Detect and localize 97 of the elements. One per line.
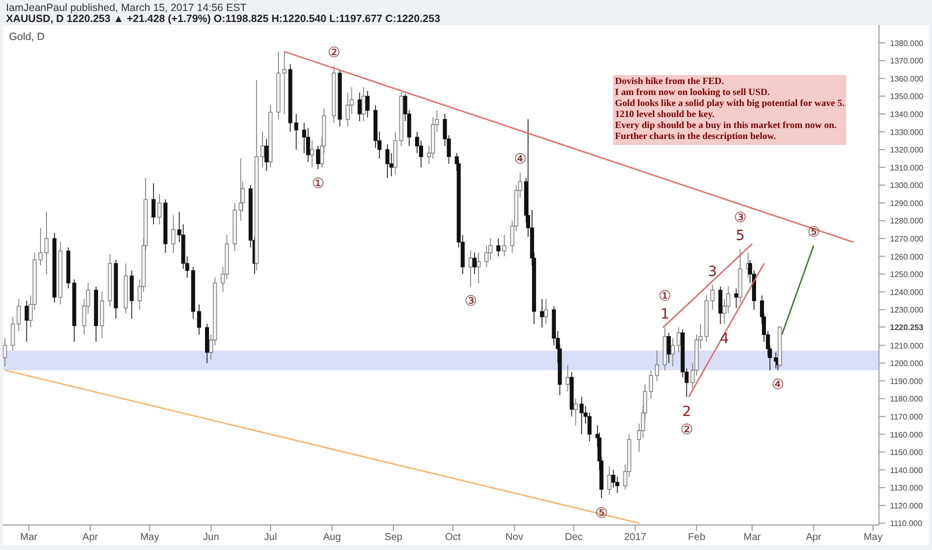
y-tick-label: 1310.000 [890,163,924,172]
annotation: ④ [772,377,784,394]
annotation: 4 [720,330,729,347]
candlestick [385,144,390,178]
y-tick-label: 1260.000 [890,252,924,262]
candlestick [157,194,162,225]
x-tick-label: Feb [688,532,706,544]
y-tick-label: 1320.000 [890,146,924,155]
candlestick [24,300,29,342]
x-tick-label: Nov [505,532,524,544]
y-tick-label: 1250.000 [890,270,924,280]
y-tick-label: 1350.000 [890,92,924,102]
y-tick-label: 1200.000 [890,359,924,368]
candlestick [197,304,202,336]
candlestick [362,86,366,122]
candlestick [718,286,722,324]
annotation: 2 [682,404,692,420]
candlestick [544,298,548,324]
y-tick-label: 1160.000 [890,430,924,440]
annotation: ② [328,44,340,61]
candlestick [580,396,584,435]
y-tick-label: 1150.000 [890,448,924,458]
annotation: ④ [514,152,527,168]
y-tick-label: 1370.000 [890,56,924,66]
x-tick-label: Apr [82,532,99,544]
y-tick-label: 1330.000 [890,128,924,137]
candlestick [496,238,500,257]
y-tick-label: 1140.000 [890,466,924,475]
x-tick-label: May [864,532,883,544]
y-tick-label: 1360.000 [890,74,924,84]
annotation: 1 [660,306,670,322]
annotation: 3 [708,264,717,280]
candlestick [358,92,362,122]
y-tick-label: 1110.000 [890,519,923,528]
candlestick [468,250,473,287]
chart-subtitle: XAUUSD, D 1220.253 ▲ +21.428 (+1.79%) O:1198.825 H:1220.540 L:1197.677 C:1220.253 [6,13,440,25]
candlestick [44,211,49,275]
y-tick-label: 1380.000 [890,38,924,48]
y-tick-label: 1230.000 [890,306,924,315]
x-tick-label: Apr [806,532,822,544]
candlestick [566,364,570,392]
y-tick-label: 1240.000 [890,288,924,297]
candlestick [615,476,620,494]
annotation: ① [658,288,672,304]
y-tick-label: 1180.000 [890,394,924,404]
text: IamJeanPaul published, March 15, 2017 14:56 EST [6,2,246,14]
x-tick-label: Jul [264,532,277,544]
candlestick [366,90,370,118]
candlestick [734,288,738,308]
y-tick-label: 1270.000 [890,234,924,244]
candlestick [607,466,612,496]
y-tick-label: 1190.000 [890,376,924,386]
x-tick-label: Jun [203,532,220,544]
candlestick [540,298,544,328]
candlestick [310,140,314,168]
x-tick-label: Oct [445,532,461,544]
y-tick-label: 1170.000 [890,412,924,422]
annotation: ⑤ [807,224,820,241]
y-tick-label: 1130.000 [890,484,924,493]
candlestick [282,51,286,114]
candlestick [3,338,7,368]
candlestick [152,182,156,225]
x-tick-label: 2017 [624,532,647,544]
candlestick [264,138,268,172]
candlestick [648,370,653,400]
candlestick [710,284,714,310]
candlestick [654,350,659,382]
annotation: Dovish hike from the FED. I am from now on looking to sell USD. Gold looks like a solid play with big potential for wave 5. 1210 level should be key. Every dip should be a buy in this market from now on. Further charts in the description below. [613,75,846,145]
y-tick-label: 1210.000 [890,341,924,350]
x-tick-label: Dec [564,532,583,544]
candlestick [726,286,730,314]
annotation: 5 [736,228,745,244]
annotation: ③ [734,210,747,226]
text: Gold, D [9,31,45,43]
x-tick-label: Aug [323,532,341,544]
y-tick-label: 1120.000 [890,501,924,510]
annotation: ③ [464,294,478,310]
x-tick-label: Mar [744,532,762,544]
candlestick [574,398,578,426]
candlestick [666,332,671,364]
candlestick [502,234,506,257]
y-tick-label: 1300.000 [890,181,924,190]
y-tick-label: 1220.253 [890,323,924,332]
candlestick [316,146,320,170]
x-tick-label: May [140,532,160,544]
candlestick [260,131,265,168]
candlestick [171,214,176,254]
x-tick-label: Sep [384,532,403,544]
y-tick-label: 1280.000 [890,216,924,226]
candlestick [38,227,43,266]
y-tick-label: 1340.000 [890,110,924,119]
y-tick-label: 1290.000 [890,198,924,208]
annotation: ① [312,176,324,192]
annotation: ② [680,422,694,438]
candlestick [472,252,477,275]
candlestick [476,252,481,284]
x-tick-label: Mar [20,532,38,544]
